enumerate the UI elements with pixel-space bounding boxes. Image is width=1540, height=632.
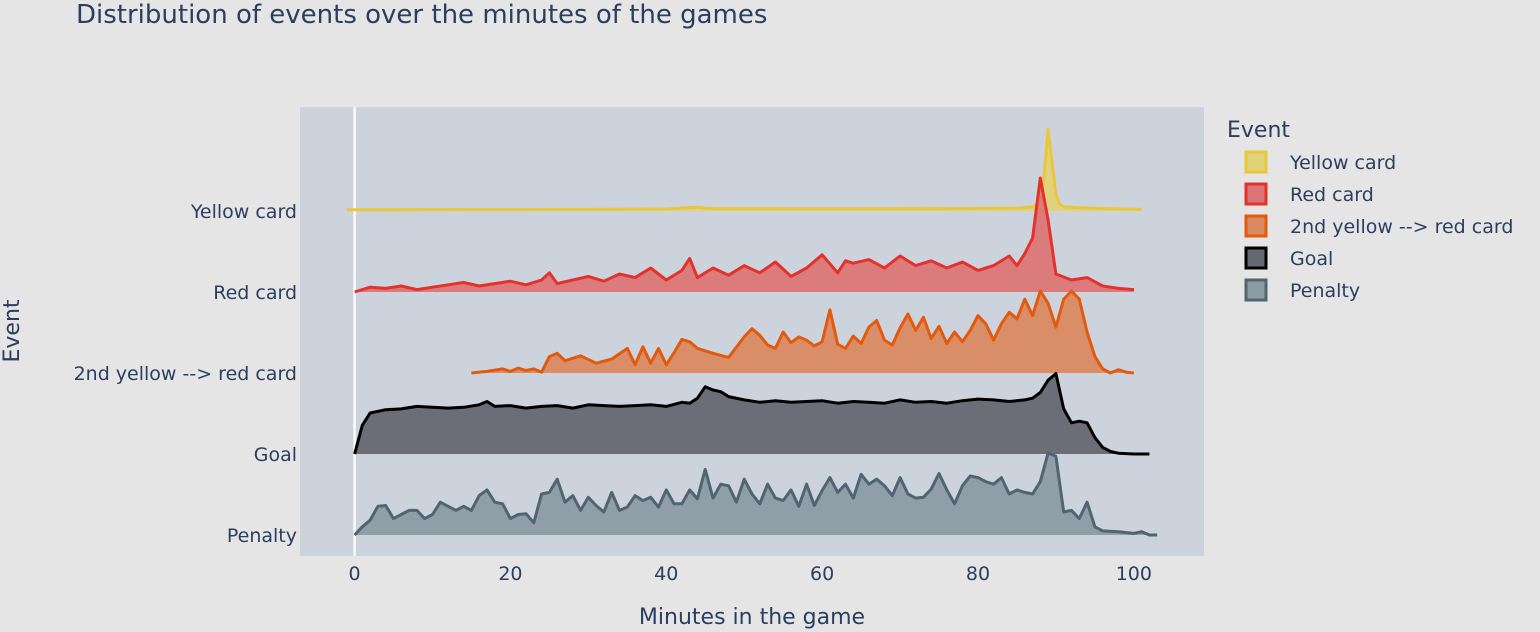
ridge-line-penalty (353, 451, 1158, 537)
y-tick-label-red-card: Red card (213, 282, 297, 304)
ridge-line-2nd-yellow-red-card (471, 289, 1135, 375)
x-tick-label: 80 (966, 563, 990, 585)
x-tick-label: 100 (1116, 563, 1152, 585)
legend-swatch (1244, 182, 1268, 206)
y-tick-label-2nd-yellow-red-card: 2nd yellow --> red card (74, 363, 297, 385)
ridge-yellow-card (346, 127, 1142, 212)
ridge-area-penalty (354, 453, 1158, 535)
y-tick-label-goal: Goal (254, 444, 297, 466)
legend-label: Yellow card (1289, 152, 1396, 174)
ridge-penalty (353, 451, 1158, 537)
ridge-area-goal (354, 373, 1150, 454)
ridge-line-goal (353, 372, 1150, 456)
legend-swatch (1244, 214, 1268, 238)
legend: Event Yellow card Red card 2nd yellow --> … (1227, 118, 1513, 302)
ridge-2nd-yellow-red-card (471, 289, 1135, 375)
ridge-area-red-card (354, 178, 1134, 292)
ridge-red-card (354, 176, 1135, 294)
legend-item-red-card[interactable]: Red card (1244, 182, 1374, 206)
legend-title: Event (1227, 118, 1290, 143)
y-tick-label-yellow-card: Yellow card (190, 201, 297, 223)
legend-item-2nd-yellow-red-card[interactable]: 2nd yellow --> red card (1244, 214, 1513, 238)
y-tick-label-penalty: Penalty (227, 525, 297, 547)
legend-swatch (1244, 278, 1268, 302)
x-axis-title: Minutes in the game (639, 605, 865, 630)
legend-label: Penalty (1290, 280, 1360, 302)
legend-item-yellow-card[interactable]: Yellow card (1244, 150, 1396, 174)
y-axis-title: Event (0, 299, 25, 362)
legend-label: Goal (1290, 248, 1333, 270)
x-tick-label: 60 (810, 563, 834, 585)
legend-item-penalty[interactable]: Penalty (1244, 278, 1360, 302)
legend-swatch (1244, 246, 1268, 270)
legend-item-goal[interactable]: Goal (1244, 246, 1333, 270)
x-tick-labels: 0 20 40 60 80 100 (349, 563, 1152, 585)
grid-lines (353, 107, 356, 556)
ridge-line-yellow-card (346, 127, 1142, 212)
chart-title: Distribution of events over the minutes … (76, 0, 767, 30)
x-tick-label: 20 (498, 563, 522, 585)
y-tick-labels: Yellow card Red card 2nd yellow --> red ca… (74, 201, 297, 547)
ridge-goal (353, 372, 1150, 456)
ridge-area-2nd-yellow-red-card (471, 291, 1134, 373)
legend-label: 2nd yellow --> red card (1290, 216, 1513, 238)
ridges (346, 127, 1158, 537)
ridge-line-red-card (354, 176, 1135, 294)
legend-label: Red card (1290, 184, 1374, 206)
x-tick-label: 0 (349, 563, 361, 585)
legend-swatch (1244, 150, 1268, 174)
x-tick-label: 40 (654, 563, 678, 585)
